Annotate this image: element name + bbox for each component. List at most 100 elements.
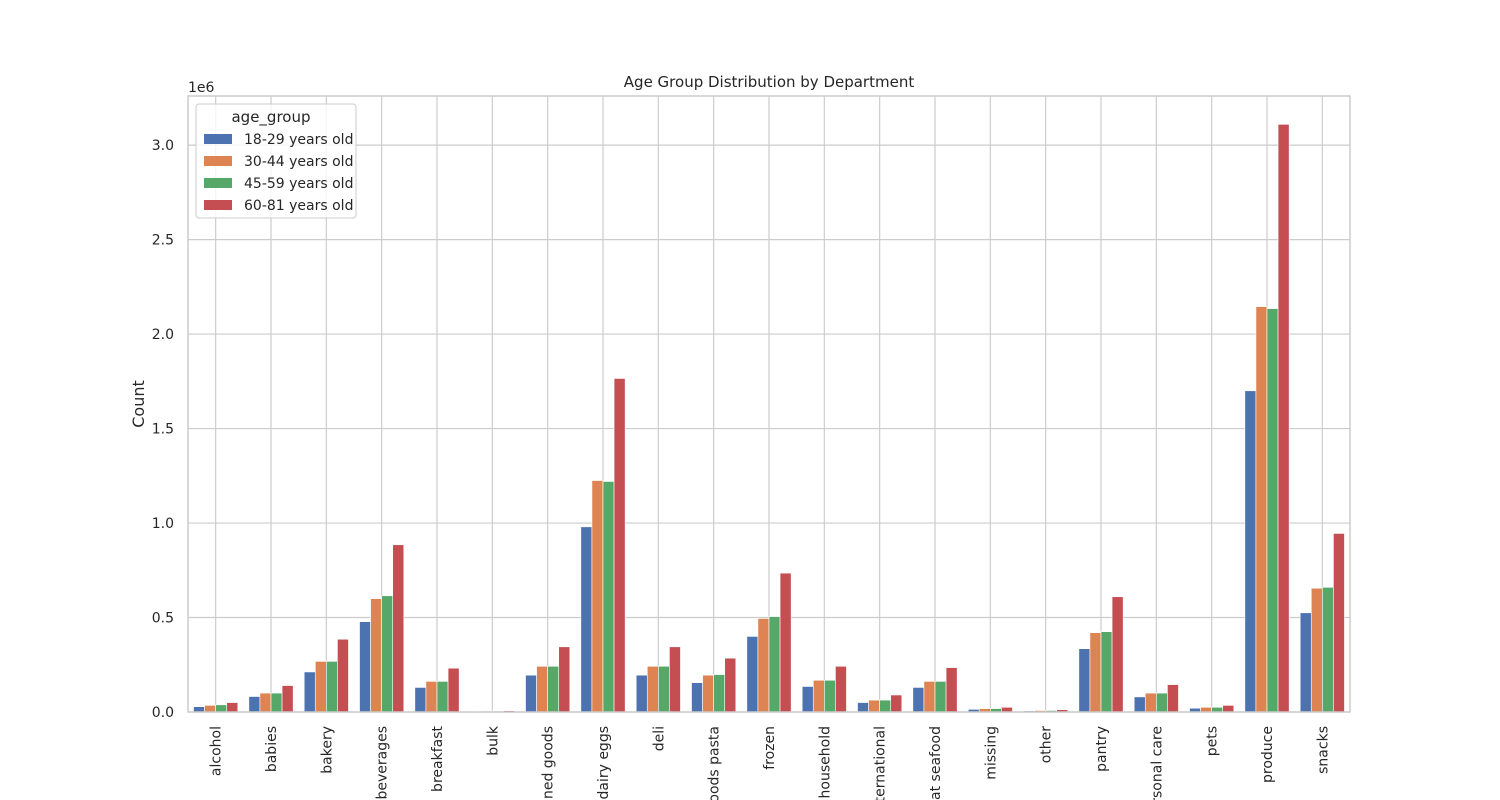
bar-frozen-60-81-years-old bbox=[779, 572, 792, 713]
legend-label: 18-29 years old bbox=[244, 132, 353, 148]
bar-produce-30-44-years-old bbox=[1255, 306, 1268, 713]
bar-deli-30-44-years-old bbox=[646, 665, 659, 713]
bar-international-60-81-years-old bbox=[890, 694, 903, 713]
bar-bakery-45-59-years-old bbox=[326, 661, 338, 713]
x-tick-label: alcohol bbox=[209, 726, 225, 776]
plot-frame bbox=[187, 95, 1351, 713]
bar-frozen-45-59-years-old bbox=[768, 616, 781, 713]
y-tick-label: 1.0 bbox=[152, 516, 174, 532]
bar-snacks-45-59-years-old bbox=[1322, 586, 1334, 713]
bar-bakery-60-81-years-old bbox=[337, 638, 349, 713]
bar-pantry-18-29-years-old bbox=[1078, 648, 1091, 713]
bar-personal-care-30-44-years-old bbox=[1144, 692, 1157, 713]
bar-household-30-44-years-old bbox=[812, 679, 825, 713]
chart-title: Age Group Distribution by Department bbox=[624, 73, 915, 91]
bar-deli-60-81-years-old bbox=[669, 646, 681, 713]
x-tick-label: household bbox=[817, 726, 833, 798]
y-tick-label: 2.5 bbox=[152, 233, 174, 249]
x-tick-label: deli bbox=[651, 726, 667, 751]
y-tick-label: 2.0 bbox=[152, 327, 174, 343]
bar-meat-seafood-60-81-years-old bbox=[945, 667, 958, 713]
x-tick-label: other bbox=[1039, 726, 1055, 764]
bar-alcohol-30-44-years-old bbox=[204, 705, 216, 713]
bar-beverages-45-59-years-old bbox=[381, 595, 394, 713]
bar-meat-seafood-18-29-years-old bbox=[912, 687, 925, 713]
x-tick-label: missing bbox=[983, 726, 999, 780]
bar-bakery-30-44-years-old bbox=[314, 661, 327, 713]
x-tick-label: babies bbox=[264, 726, 280, 772]
x-tick-label: nned goods bbox=[541, 726, 557, 800]
x-tick-label: breakfast bbox=[430, 726, 446, 792]
bar-meat-seafood-45-59-years-old bbox=[934, 681, 947, 713]
x-tick-label: beverages bbox=[375, 726, 391, 800]
bar-snacks-60-81-years-old bbox=[1333, 533, 1345, 713]
x-tick-label: eat seafood bbox=[928, 726, 944, 800]
bar-produce-60-81-years-old bbox=[1277, 124, 1290, 713]
bar-breakfast-45-59-years-old bbox=[436, 681, 449, 713]
bar-deli-18-29-years-old bbox=[635, 674, 648, 713]
grid-layer bbox=[188, 96, 1350, 713]
bar-snacks-18-29-years-old bbox=[1299, 612, 1312, 713]
y-tick-label: 1.5 bbox=[152, 422, 174, 438]
bar-household-60-81-years-old bbox=[835, 665, 847, 713]
legend-title: age_group bbox=[231, 108, 310, 127]
x-tick-label: pets bbox=[1205, 726, 1221, 756]
bar-international-18-29-years-old bbox=[857, 702, 869, 713]
bar-breakfast-30-44-years-old bbox=[425, 681, 438, 713]
bar-pantry-60-81-years-old bbox=[1111, 596, 1124, 713]
bar-dry-goods-pasta-60-81-years-old bbox=[724, 657, 737, 713]
bar-alcohol-18-29-years-old bbox=[193, 706, 205, 713]
x-tick-label: dairy eggs bbox=[596, 726, 612, 800]
bar-dry-goods-pasta-18-29-years-old bbox=[691, 682, 703, 713]
bar-produce-18-29-years-old bbox=[1244, 390, 1257, 713]
bar-dry-goods-pasta-45-59-years-old bbox=[713, 674, 726, 713]
bar-dairy-eggs-45-59-years-old bbox=[602, 481, 615, 713]
bar-babies-60-81-years-old bbox=[281, 685, 294, 713]
x-tick-label: bulk bbox=[485, 725, 501, 756]
x-tick-label: ternational bbox=[873, 726, 889, 800]
bar-frozen-30-44-years-old bbox=[757, 618, 770, 713]
x-tick-label: snacks bbox=[1315, 726, 1331, 774]
x-tick-label: produce bbox=[1260, 726, 1276, 783]
bar-personal-care-18-29-years-old bbox=[1133, 696, 1146, 713]
bar-breakfast-18-29-years-old bbox=[414, 687, 427, 713]
bar-dairy-eggs-30-44-years-old bbox=[591, 480, 604, 713]
y-axis-scale-label: 1e6 bbox=[188, 80, 215, 96]
bar-bakery-18-29-years-old bbox=[303, 671, 316, 713]
bar-beverages-60-81-years-old bbox=[392, 544, 405, 713]
x-tick-labels: alcohol babies bakery beverages breakfast bul… bbox=[209, 725, 1332, 800]
x-tick-label: ersonal care bbox=[1149, 726, 1165, 800]
legend-label: 30-44 years old bbox=[244, 154, 353, 170]
legend-swatch bbox=[204, 200, 232, 210]
bar-beverages-18-29-years-old bbox=[359, 621, 371, 713]
bar-household-45-59-years-old bbox=[824, 679, 836, 713]
y-tick-label: 0.5 bbox=[152, 611, 174, 627]
bar-alcohol-60-81-years-old bbox=[226, 702, 239, 713]
bar-breakfast-60-81-years-old bbox=[447, 667, 460, 713]
bar-personal-care-60-81-years-old bbox=[1167, 684, 1179, 713]
bar-snacks-30-44-years-old bbox=[1310, 587, 1323, 713]
bar-babies-45-59-years-old bbox=[270, 692, 283, 713]
bar-pantry-30-44-years-old bbox=[1089, 632, 1102, 713]
bar-household-18-29-years-old bbox=[801, 686, 814, 713]
bar-dry-goods-pasta-30-44-years-old bbox=[702, 674, 714, 713]
x-tick-label: frozen bbox=[762, 726, 778, 770]
legend-label: 45-59 years old bbox=[244, 176, 353, 192]
bar-dairy-eggs-60-81-years-old bbox=[613, 378, 626, 713]
legend: age_group 18-29 years old 30-44 years old… bbox=[195, 103, 357, 219]
bar-canned-goods-60-81-years-old bbox=[558, 646, 571, 713]
y-tick-labels: 0.0 0.5 1.0 1.5 2.0 2.5 3.0 bbox=[152, 138, 174, 721]
legend-label: 60-81 years old bbox=[244, 198, 353, 214]
bar-personal-care-45-59-years-old bbox=[1156, 692, 1168, 713]
bar-canned-goods-18-29-years-old bbox=[525, 674, 537, 713]
y-axis-title: Count bbox=[129, 380, 148, 428]
bar-alcohol-45-59-years-old bbox=[215, 704, 228, 713]
bar-international-30-44-years-old bbox=[868, 699, 880, 713]
y-tick-label: 0.0 bbox=[152, 705, 174, 721]
bar-meat-seafood-30-44-years-old bbox=[923, 681, 936, 713]
bar-dairy-eggs-18-29-years-old bbox=[580, 526, 593, 713]
bar-pantry-45-59-years-old bbox=[1100, 631, 1113, 713]
legend-swatch bbox=[204, 134, 232, 144]
legend-box bbox=[195, 103, 357, 219]
bar-produce-45-59-years-old bbox=[1266, 308, 1279, 713]
